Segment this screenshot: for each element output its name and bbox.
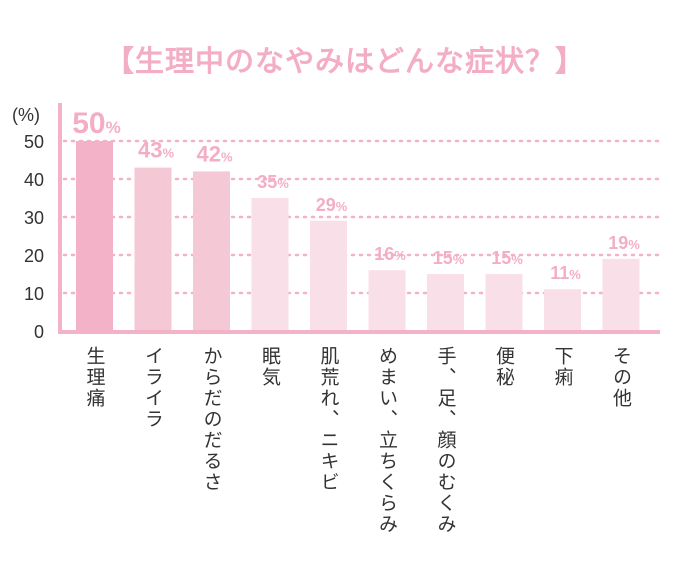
chart-title: 【生理中のなやみはどんな症状？】 [104,44,585,78]
y-tick-label: 20 [24,246,44,266]
x-tick-label: 生理痛 [83,346,106,409]
y-tick-label: 0 [34,322,44,342]
data-label-value: 19 [608,233,628,253]
data-label-value: 43 [138,138,162,163]
data-label-unit: % [162,146,174,161]
bar-1 [76,141,113,331]
data-label: 15% [491,248,523,268]
data-label: 43% [138,138,174,163]
bar-2 [134,167,172,331]
bar-8 [485,274,523,331]
bar-6 [368,270,406,331]
x-tick-label: イライラ [142,346,164,430]
x-tick-label: 眠気 [259,346,281,388]
x-tick-label: めまい、立ちくらみ [376,346,398,535]
bar-9 [544,289,581,331]
data-label-value: 15 [491,248,511,268]
x-tick-label: 便秘 [493,346,515,388]
data-label-unit: % [628,237,640,252]
data-label: 29% [316,195,348,215]
data-label: 35% [257,172,289,192]
data-label-unit: % [394,248,406,263]
data-label: 50% [72,107,121,140]
data-label-value: 29 [316,195,336,215]
data-label: 15% [433,248,465,268]
data-label-unit: % [336,199,348,214]
data-label-value: 42 [196,141,220,166]
data-label-unit: % [277,176,289,191]
y-tick-label: 40 [24,170,44,190]
data-label-value: 16 [374,244,394,264]
x-tick-label: 肌荒れ、ニキビ [317,346,340,493]
data-label: 11% [550,263,581,283]
data-label-value: 50 [72,107,105,140]
data-label-value: 11 [550,263,569,283]
y-tick-label: 10 [24,284,44,304]
data-label: 42% [196,141,232,166]
data-label-unit: % [221,149,233,164]
bar-5 [310,220,347,331]
x-tick-label: からだのだるさ [200,346,223,493]
y-tick-label: 30 [24,208,44,228]
x-tick-label: 手、足、顔のむくみ [434,346,457,535]
y-tick-label: 50 [24,132,44,152]
x-tick-label: その他 [610,346,632,409]
data-label-unit: % [569,267,581,282]
x-tick-label: 下痢 [551,346,574,388]
data-label-unit: % [453,252,465,267]
bar-4 [251,198,289,331]
bar-7 [427,274,464,331]
data-label-unit: % [106,118,121,137]
bar-3 [193,171,230,331]
data-label-value: 15 [433,248,453,268]
bar-10 [602,258,640,331]
data-label: 19% [608,233,640,253]
data-label: 16% [374,244,406,264]
y-axis-label: (%) [12,105,40,125]
data-label-unit: % [511,252,523,267]
data-label-value: 35 [257,172,277,192]
